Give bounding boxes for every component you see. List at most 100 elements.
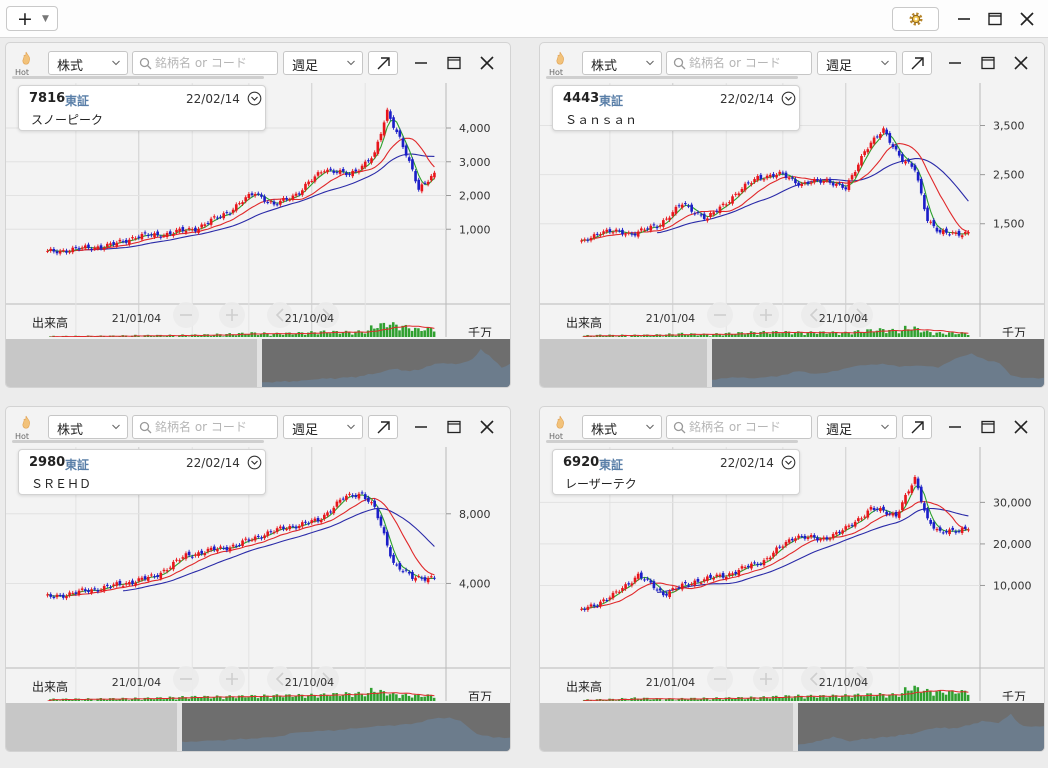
plus-zoom-button[interactable] [753,666,779,692]
period-select[interactable]: 週足 [283,51,363,75]
chevron-left-zoom-button[interactable] [267,302,293,328]
close-icon[interactable] [1013,55,1029,71]
chevron-down-circle-icon[interactable] [781,91,796,106]
stock-search-field[interactable] [666,415,812,439]
candlestick [762,558,766,568]
stock-search-input[interactable] [689,54,807,72]
plus-zoom-button[interactable] [219,302,245,328]
minus-zoom-button[interactable] [707,666,733,692]
chevron-right-zoom-button[interactable] [847,302,873,328]
minus-zoom-button[interactable] [173,302,199,328]
candle-body [172,561,175,570]
navigator-handle[interactable] [707,339,712,388]
minimize-icon[interactable] [413,55,429,71]
candle-body [172,233,175,236]
volume-bar [225,696,228,701]
moving-average-long [47,153,435,252]
candle-body [112,242,115,245]
hot-button[interactable]: Hot [548,51,572,79]
candlestick [285,196,288,202]
candlestick [68,590,71,598]
candle-body [882,506,885,511]
range-navigator[interactable] [6,339,510,388]
candle-body [140,577,144,580]
candlestick [831,532,835,541]
volume-bar [90,698,93,701]
chevron-down-circle-icon[interactable] [247,455,262,470]
minus-zoom-button[interactable] [173,666,199,692]
chevron-left-zoom-button[interactable] [801,666,827,692]
plus-icon [760,309,772,321]
candle-body [168,567,172,569]
open-external-button[interactable] [368,415,398,439]
chevron-left-zoom-button[interactable] [267,666,293,692]
close-icon[interactable] [479,419,495,435]
chevron-down-circle-icon[interactable] [247,91,262,106]
chevron-right-zoom-button[interactable] [313,666,339,692]
chevron-right-zoom-button[interactable] [847,666,873,692]
hot-button[interactable]: Hot [548,415,572,443]
volume-bar [423,696,426,701]
minimize-icon[interactable] [954,9,974,29]
stock-search-field[interactable] [132,51,278,75]
market-select[interactable]: 株式 [582,51,662,75]
candle-body [373,152,376,157]
range-navigator[interactable] [540,339,1044,388]
period-select[interactable]: 週足 [283,415,363,439]
hot-button[interactable]: Hot [14,415,38,443]
period-select[interactable]: 週足 [817,51,897,75]
navigator-handle[interactable] [177,703,182,752]
candlestick [646,576,649,582]
add-panel-button[interactable]: + ▼ [6,6,58,31]
stock-search-field[interactable] [666,51,812,75]
navigator-handle[interactable] [257,339,262,388]
market-select[interactable]: 株式 [582,415,662,439]
chevron-down-circle-icon[interactable] [781,455,796,470]
volume-bar [696,335,699,337]
toolbar-divider [546,440,798,443]
chevron-right-zoom-button[interactable] [313,302,339,328]
chevron-left-zoom-button[interactable] [801,302,827,328]
candle-body [636,231,640,237]
range-navigator[interactable] [540,703,1044,752]
close-icon[interactable] [479,55,495,71]
candlestick [602,597,605,604]
candlestick [304,181,307,192]
market-select[interactable]: 株式 [48,51,128,75]
stock-search-input[interactable] [155,54,273,72]
close-icon[interactable] [1017,9,1037,29]
open-external-button[interactable] [902,415,932,439]
minus-zoom-button[interactable] [707,302,733,328]
candle-body [611,232,615,234]
candlestick [420,182,424,194]
navigator-handle[interactable] [793,703,798,752]
settings-button[interactable] [892,7,939,31]
close-icon[interactable] [1013,419,1029,435]
open-external-button[interactable] [368,51,398,75]
minimize-icon[interactable] [947,419,963,435]
plus-zoom-button[interactable] [753,302,779,328]
maximize-icon[interactable] [985,9,1005,29]
candle-body [234,204,238,211]
volume-bar [102,699,106,701]
maximize-icon[interactable] [980,419,996,435]
candle-body [389,111,392,119]
plus-zoom-button[interactable] [219,666,245,692]
maximize-icon[interactable] [446,419,462,435]
period-select[interactable]: 週足 [817,415,897,439]
volume-bar [401,694,404,701]
market-select[interactable]: 株式 [48,415,128,439]
maximize-icon[interactable] [446,55,462,71]
stock-search-input[interactable] [689,418,807,436]
hot-button[interactable]: Hot [14,51,38,79]
stock-search-input[interactable] [155,418,273,436]
minimize-icon[interactable] [947,55,963,71]
maximize-icon[interactable] [980,55,996,71]
candle-body [143,576,147,580]
minimize-icon[interactable] [413,419,429,435]
open-external-button[interactable] [902,51,932,75]
stock-search-field[interactable] [132,415,278,439]
volume-bar [316,697,320,701]
candle-body [65,250,68,253]
range-navigator[interactable] [6,703,510,752]
